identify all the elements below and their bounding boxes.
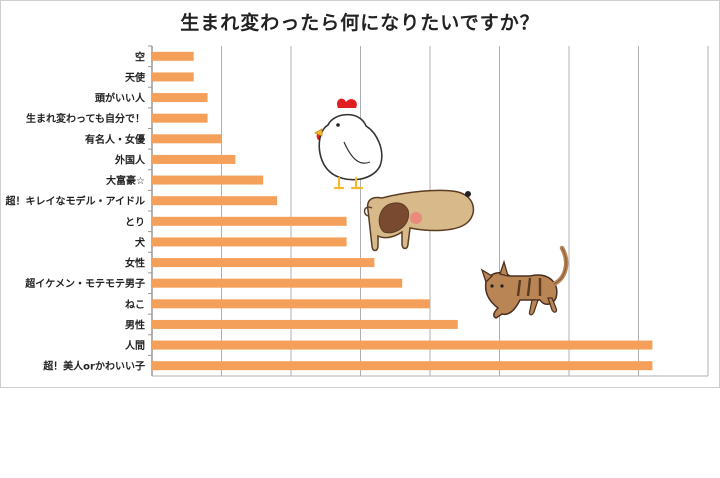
bar — [152, 196, 278, 206]
category-label: 有名人・女優 — [85, 133, 146, 146]
bar — [152, 216, 347, 226]
bar — [152, 134, 222, 144]
bar — [152, 113, 208, 123]
bar — [152, 361, 653, 371]
category-label: ねこ — [125, 299, 145, 311]
category-label: 生まれ変わっても自分で！ — [26, 112, 145, 125]
category-label: 女性 — [125, 257, 145, 270]
category-label: 超！美人orかわいい子 — [42, 360, 145, 373]
category-label: 男性 — [125, 318, 145, 331]
bar — [152, 93, 208, 103]
chart-title: 生まれ変わったら何になりたいですか？ — [180, 12, 540, 34]
dog-illustration — [363, 189, 475, 252]
bar — [152, 278, 403, 288]
category-label: 超！キレイなモデル・アイドル — [5, 195, 146, 208]
bar — [152, 340, 653, 350]
bar — [152, 72, 194, 82]
bar — [152, 154, 236, 164]
category-label: 天使 — [125, 71, 146, 84]
cat-illustration — [480, 245, 569, 319]
category-label: 人間 — [125, 339, 145, 352]
bar — [152, 175, 264, 185]
bar — [152, 299, 430, 309]
bar — [152, 237, 347, 247]
category-label: 大富豪☆ — [106, 174, 145, 187]
bar — [152, 258, 375, 268]
category-label: 頭がいい人 — [95, 92, 146, 105]
bar — [152, 51, 194, 61]
category-label: 超イケメン・モテモテ男子 — [24, 277, 145, 290]
category-label: 空 — [135, 50, 145, 63]
chicken-illustration — [314, 98, 383, 190]
bar — [152, 319, 458, 329]
category-label: とり — [125, 216, 145, 228]
category-label: 犬 — [135, 236, 146, 249]
category-label: 外国人 — [114, 153, 146, 166]
bars — [152, 51, 653, 371]
